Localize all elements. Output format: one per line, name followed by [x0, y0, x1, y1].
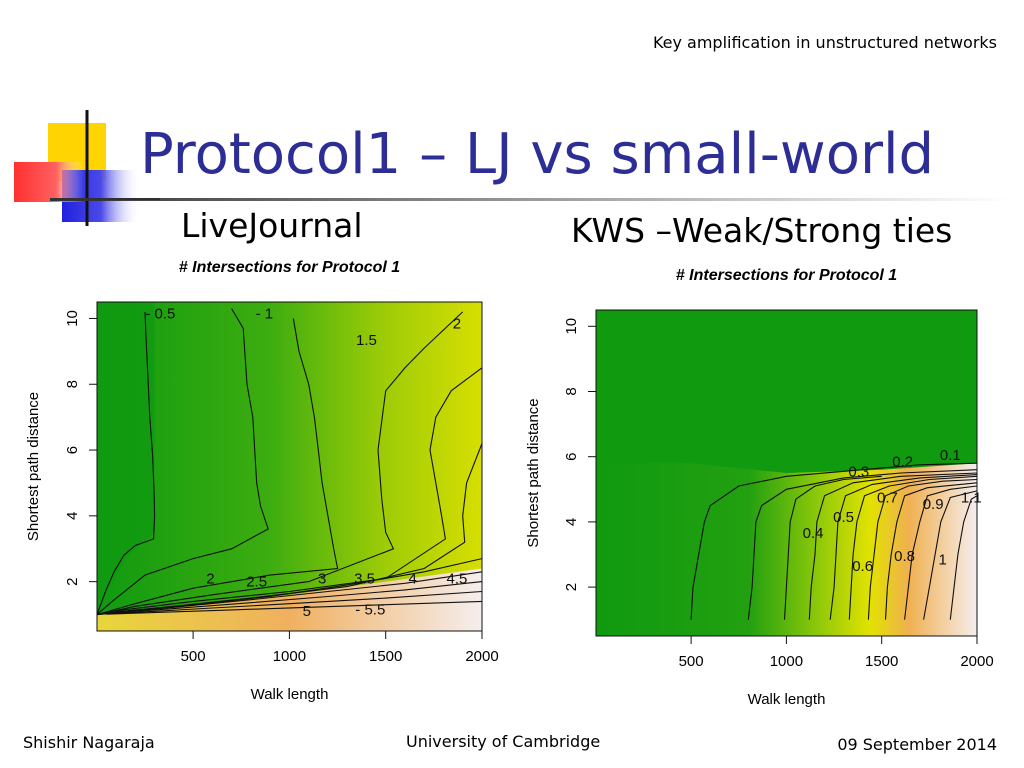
contour-label: 1.1 — [961, 489, 982, 506]
contour-line-0.2 — [747, 469, 978, 620]
y-axis-label: Shortest path distance — [25, 392, 42, 541]
contour-line-5 — [106, 590, 483, 615]
contour-label: 1 — [939, 551, 947, 568]
contour-line-0.3 — [783, 475, 882, 620]
contour-label: 0.3 — [848, 463, 869, 480]
x-axis-label: Walk length — [748, 691, 826, 708]
contour-line-5.5 — [106, 600, 483, 615]
x-axis-label: Walk length — [251, 686, 329, 703]
slide-title: Protocol1 – LJ vs small-world — [140, 122, 935, 187]
contour-label: - 0.5 — [145, 305, 175, 322]
contour-line-2 — [96, 311, 464, 616]
contour-line-0.5 — [96, 311, 156, 615]
y-tick-label: 2 — [563, 583, 580, 591]
running-title: Key amplification in unstructured networ… — [652, 33, 997, 52]
contour-line-1.1 — [949, 495, 978, 620]
footer-date: 09 September 2014 — [837, 735, 997, 754]
contour-label: 5 — [303, 603, 311, 620]
y-tick-label: 4 — [64, 512, 81, 520]
contour-label: 0.7 — [877, 489, 898, 506]
logo-red-square — [14, 162, 84, 202]
y-tick-label: 8 — [563, 387, 580, 395]
contour-line-2.5 — [96, 367, 483, 616]
contour-label: 3 — [318, 570, 326, 587]
kws-panel-label: KWS –Weak/Strong ties — [571, 211, 953, 250]
contour-label: 0.8 — [894, 548, 915, 565]
footer-author: Shishir Nagaraja — [23, 733, 155, 752]
contour-line-1 — [923, 490, 978, 620]
contour-label: 0.4 — [803, 525, 824, 542]
contour-line-0.1 — [690, 462, 978, 620]
contour-label: - 5.5 — [355, 602, 385, 619]
contour-label: 0.9 — [923, 496, 944, 513]
contour-line-0.4 — [808, 472, 978, 620]
contour-label: 0.6 — [852, 558, 873, 575]
slide-logo-decoration — [14, 110, 160, 226]
x-tick-label: 2000 — [960, 653, 993, 670]
x-tick-label: 500 — [181, 648, 206, 665]
contour-label: 2.5 — [246, 574, 267, 591]
x-tick-label: 1500 — [865, 653, 898, 670]
y-axis-label: Shortest path distance — [525, 398, 542, 547]
contour-label: 4.5 — [447, 570, 468, 587]
contour-label: 0.1 — [940, 447, 961, 464]
chart-title: # Intersections for Protocol 1 — [676, 267, 897, 284]
contour-label: 3.5 — [354, 570, 375, 587]
contour-line-0.6 — [848, 475, 978, 620]
y-tick-label: 6 — [563, 453, 580, 461]
y-tick-label: 8 — [64, 380, 81, 388]
contour-line-0.8 — [884, 482, 978, 620]
contour-label: 0.2 — [892, 453, 913, 470]
kws-heatmap: # Intersections for Protocol 1 0.1 0.2 0.3 0… — [525, 267, 994, 708]
contour-line-0.5 — [829, 474, 978, 620]
title-underline — [50, 198, 1010, 201]
x-tick-label: 1500 — [369, 648, 402, 665]
footer-institution: University of Cambridge — [406, 732, 601, 751]
x-tick-label: 1000 — [770, 653, 803, 670]
contour-label: 4 — [408, 570, 416, 587]
contour-label: 1.5 — [356, 332, 377, 349]
contour-label: 2 — [206, 570, 214, 587]
x-tick-label: 1000 — [273, 648, 306, 665]
x-tick-label: 500 — [679, 653, 704, 670]
contour-label: - 1 — [256, 305, 274, 322]
contour-label: 2 — [453, 315, 461, 332]
chart-title: # Intersections for Protocol 1 — [179, 259, 400, 276]
y-tick-label: 2 — [64, 577, 81, 585]
contour-line-1 — [96, 308, 269, 616]
y-tick-label: 10 — [563, 318, 580, 335]
livejournal-heatmap: # Intersections for Protocol 1 - 0.5 - 1 1.… — [25, 259, 499, 703]
heatmap-field — [97, 302, 482, 631]
y-tick-label: 4 — [563, 518, 580, 526]
y-tick-label: 6 — [64, 446, 81, 454]
contour-line-1.5 — [96, 318, 339, 616]
contour-line-0.7 — [867, 478, 978, 620]
x-tick-label: 2000 — [465, 648, 498, 665]
livejournal-panel-label: LiveJournal — [181, 206, 363, 245]
heatmap-low-wedge — [97, 302, 155, 615]
contour-label: 0.5 — [833, 509, 854, 526]
contour-line-0.9 — [904, 485, 978, 620]
heatmap-field — [596, 463, 977, 636]
y-tick-label: 10 — [64, 310, 81, 327]
